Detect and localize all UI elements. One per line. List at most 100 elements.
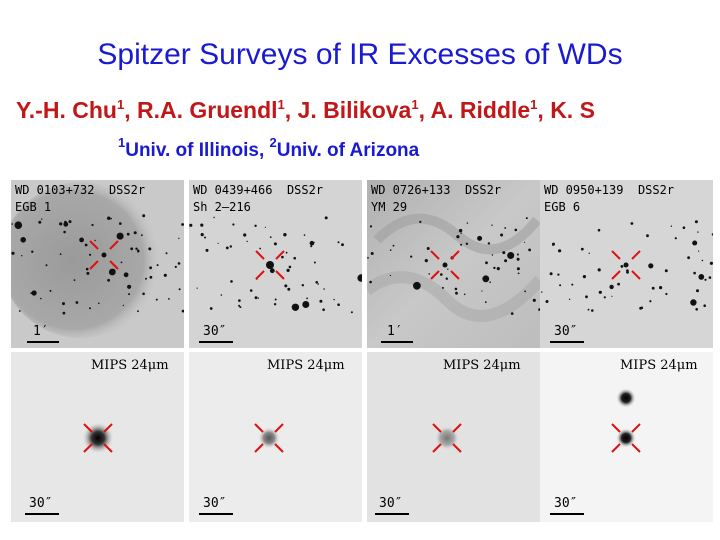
star bbox=[482, 275, 490, 283]
mips-band-label: MIPS 24μm bbox=[267, 358, 345, 373]
slide-title: Spitzer Surveys of IR Excesses of WDs bbox=[97, 38, 623, 71]
star bbox=[128, 293, 131, 296]
star bbox=[285, 251, 288, 254]
central-star bbox=[442, 262, 448, 268]
star bbox=[507, 252, 515, 259]
star bbox=[11, 223, 13, 225]
star bbox=[217, 242, 219, 244]
star bbox=[189, 223, 193, 227]
star bbox=[597, 268, 601, 272]
star bbox=[64, 220, 67, 224]
dss-image-panel: WD 0103+732 DSS2r EGB 1 1′ bbox=[11, 180, 184, 348]
star bbox=[45, 264, 48, 267]
marker-tick bbox=[631, 423, 641, 433]
star bbox=[369, 225, 373, 228]
star bbox=[110, 217, 112, 220]
star bbox=[489, 281, 491, 283]
star bbox=[148, 247, 152, 251]
affiliation: Univ. of Arizona bbox=[276, 140, 420, 161]
dss-object-label: WD 0950+139 DSS2r bbox=[544, 183, 675, 197]
star bbox=[79, 237, 84, 243]
mips-image-panel: MIPS 24μm 30″ bbox=[540, 352, 713, 522]
star bbox=[232, 223, 235, 226]
star bbox=[135, 247, 138, 250]
star bbox=[458, 228, 463, 233]
star bbox=[141, 234, 143, 237]
star bbox=[119, 222, 122, 225]
marker-tick bbox=[452, 443, 462, 453]
star bbox=[696, 289, 699, 293]
star bbox=[698, 274, 705, 280]
star bbox=[493, 266, 496, 270]
star bbox=[89, 253, 92, 256]
star bbox=[281, 255, 284, 259]
star bbox=[31, 290, 37, 296]
star bbox=[49, 289, 52, 292]
marker-tick bbox=[103, 443, 113, 453]
star bbox=[337, 241, 340, 244]
star bbox=[370, 252, 374, 255]
star bbox=[690, 299, 697, 306]
target-marker bbox=[255, 250, 285, 280]
star bbox=[682, 226, 686, 229]
author: Y.-H. Chu bbox=[16, 97, 117, 123]
star bbox=[315, 281, 318, 284]
affiliation-mark: 1 bbox=[118, 135, 126, 150]
star bbox=[603, 296, 606, 299]
star bbox=[333, 298, 335, 301]
star bbox=[665, 292, 668, 296]
star bbox=[389, 274, 391, 277]
star bbox=[558, 249, 562, 253]
star bbox=[302, 301, 310, 308]
star bbox=[204, 236, 206, 239]
star bbox=[704, 278, 707, 281]
star bbox=[504, 259, 508, 263]
author-separator: , bbox=[284, 97, 298, 123]
star bbox=[178, 288, 181, 291]
star bbox=[528, 248, 531, 252]
author-affiliation-mark: 1 bbox=[116, 97, 125, 112]
dss-nebula-label: EGB 1 bbox=[15, 200, 52, 214]
marker-tick bbox=[274, 443, 284, 453]
star bbox=[254, 296, 258, 300]
marker-tick bbox=[89, 260, 99, 270]
star bbox=[424, 259, 428, 263]
star bbox=[709, 261, 713, 265]
star bbox=[288, 265, 292, 269]
star bbox=[504, 227, 507, 229]
star bbox=[541, 291, 543, 293]
star bbox=[20, 237, 26, 243]
star bbox=[460, 243, 463, 246]
marker-tick bbox=[450, 270, 460, 280]
star bbox=[516, 257, 520, 261]
star bbox=[481, 290, 483, 292]
star bbox=[133, 231, 137, 235]
star bbox=[588, 252, 590, 254]
star bbox=[552, 244, 554, 246]
dss-image-panel: WD 0950+139 DSS2r EGB 6 30″ bbox=[540, 180, 713, 348]
star bbox=[630, 222, 634, 225]
nebula bbox=[11, 182, 161, 338]
star bbox=[611, 295, 613, 297]
star bbox=[426, 247, 430, 250]
star bbox=[598, 290, 602, 294]
marker-tick bbox=[274, 423, 284, 433]
star bbox=[142, 214, 146, 218]
marker-tick bbox=[255, 250, 265, 260]
star bbox=[410, 255, 413, 258]
marker-tick bbox=[254, 443, 264, 453]
star bbox=[626, 269, 629, 272]
star bbox=[454, 287, 458, 291]
target-marker bbox=[83, 423, 113, 453]
marker-tick bbox=[611, 423, 621, 433]
star bbox=[264, 226, 266, 228]
mips-band-label: MIPS 24μm bbox=[91, 358, 169, 373]
star bbox=[322, 308, 325, 311]
author: K. S bbox=[550, 97, 595, 123]
mips-image-panel: MIPS 24μm 30″ bbox=[11, 352, 184, 522]
star bbox=[514, 228, 518, 232]
star bbox=[582, 275, 586, 279]
star bbox=[491, 254, 494, 256]
ir-source bbox=[616, 388, 636, 408]
star bbox=[246, 240, 248, 243]
